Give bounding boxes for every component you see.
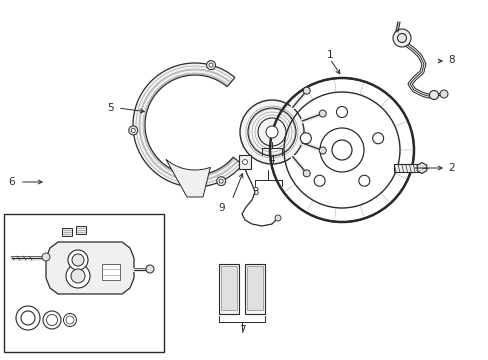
Polygon shape — [133, 63, 242, 187]
Polygon shape — [244, 264, 264, 314]
Circle shape — [66, 264, 90, 288]
Polygon shape — [76, 226, 86, 234]
Circle shape — [146, 265, 154, 273]
Circle shape — [397, 33, 406, 42]
Polygon shape — [166, 159, 210, 197]
Text: 3: 3 — [251, 187, 258, 197]
Circle shape — [319, 147, 325, 154]
Polygon shape — [62, 228, 72, 236]
Circle shape — [300, 133, 311, 144]
Circle shape — [269, 78, 413, 222]
Polygon shape — [219, 264, 239, 314]
Circle shape — [265, 126, 278, 138]
Text: 4: 4 — [268, 155, 275, 165]
Text: 5: 5 — [106, 103, 113, 113]
Text: 9: 9 — [218, 203, 225, 213]
Circle shape — [319, 110, 325, 117]
Circle shape — [216, 177, 225, 186]
Circle shape — [439, 90, 447, 98]
Circle shape — [303, 170, 309, 177]
Circle shape — [336, 107, 347, 117]
Polygon shape — [416, 162, 426, 174]
Circle shape — [313, 175, 325, 186]
Text: 7: 7 — [238, 325, 245, 335]
Circle shape — [274, 215, 281, 221]
Circle shape — [131, 129, 135, 132]
Circle shape — [42, 253, 50, 261]
Text: 1: 1 — [326, 50, 333, 60]
Circle shape — [68, 250, 88, 270]
Circle shape — [372, 133, 383, 144]
Polygon shape — [221, 266, 237, 310]
Circle shape — [242, 159, 247, 165]
Polygon shape — [102, 264, 120, 280]
Circle shape — [303, 87, 309, 94]
Circle shape — [206, 60, 215, 69]
Polygon shape — [393, 164, 419, 172]
Circle shape — [358, 175, 369, 186]
Text: 8: 8 — [448, 55, 454, 65]
Circle shape — [240, 100, 304, 164]
Circle shape — [219, 179, 223, 183]
Circle shape — [128, 126, 138, 135]
Circle shape — [392, 29, 410, 47]
Polygon shape — [246, 266, 263, 310]
Text: 2: 2 — [448, 163, 454, 173]
Polygon shape — [46, 242, 134, 294]
Circle shape — [71, 269, 85, 283]
Polygon shape — [239, 155, 250, 169]
Text: 6: 6 — [9, 177, 15, 187]
Circle shape — [331, 140, 351, 160]
Circle shape — [72, 254, 84, 266]
Bar — [4, 214, 163, 352]
Circle shape — [428, 90, 438, 99]
Circle shape — [208, 63, 213, 67]
